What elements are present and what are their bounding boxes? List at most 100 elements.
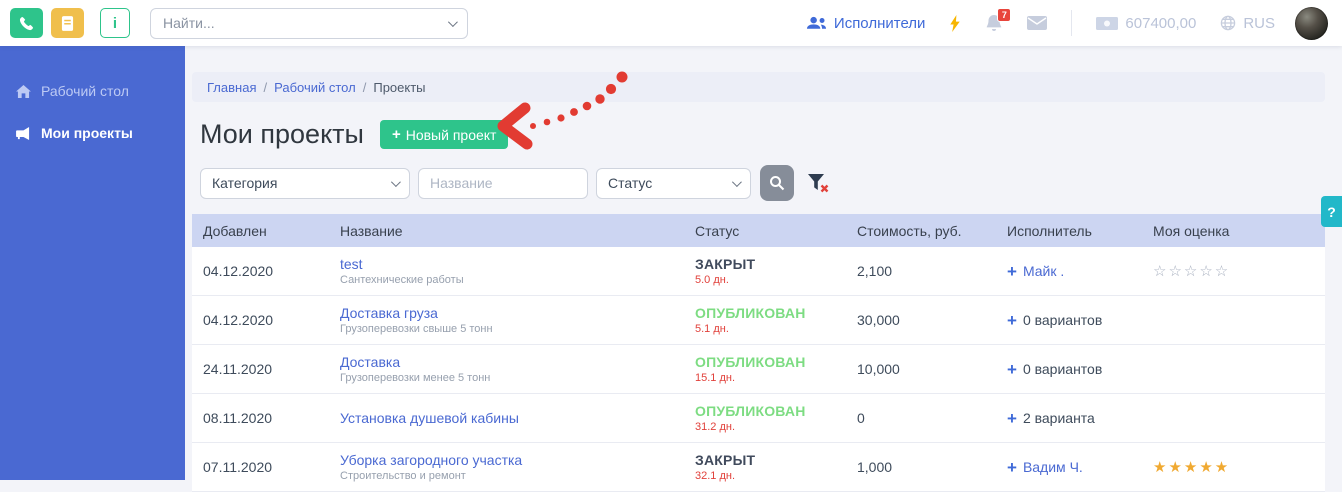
project-link[interactable]: test [340, 256, 363, 272]
sidebar-item-my-projects[interactable]: Мои проекты [0, 112, 185, 154]
executor-variants[interactable]: 2 варианта [1022, 410, 1095, 426]
executor-link[interactable]: Майк . [1022, 263, 1065, 279]
executor-link[interactable]: Вадим Ч. [1022, 459, 1083, 475]
project-category: Грузоперевозки менее 5 тонн [340, 372, 491, 384]
table-row: 08.11.2020 Установка душевой кабины ОПУБ… [192, 394, 1325, 443]
project-cost: 1,000 [857, 459, 893, 475]
clear-filters-button[interactable] [807, 173, 830, 193]
language-selector[interactable]: RUS [1220, 15, 1275, 32]
col-header-cost: Стоимость, руб. [857, 222, 962, 239]
filters-bar: Категория Статус [200, 165, 1342, 201]
breadcrumb-dashboard[interactable]: Рабочий стол [274, 79, 356, 95]
search-icon [769, 175, 785, 191]
executor-variants[interactable]: 0 вариантов [1022, 361, 1103, 377]
col-header-status: Статус [695, 222, 740, 239]
messages-button[interactable] [1027, 16, 1048, 30]
name-filter-input[interactable] [418, 167, 588, 199]
project-date: 04.12.2020 [203, 312, 274, 328]
add-executor-icon[interactable]: + [1007, 359, 1017, 379]
col-header-added: Добавлен [203, 222, 267, 239]
phone-button[interactable] [10, 8, 43, 38]
project-status-cell: ОПУБЛИКОВАН 31.2 дн. [695, 403, 857, 433]
filter-remove-icon [807, 173, 830, 193]
project-link[interactable]: Уборка загородного участка [340, 452, 523, 468]
project-link[interactable]: Доставка [340, 354, 401, 370]
top-bar: i Найти... Исполнители 7 [0, 0, 1342, 46]
chevron-down-icon [447, 16, 458, 27]
boost-button[interactable] [949, 14, 961, 32]
topbar-right-group: Исполнители 7 607400,00 [782, 6, 1328, 40]
project-link[interactable]: Доставка груза [340, 305, 438, 321]
project-cost: 0 [857, 410, 865, 426]
projects-table: Добавлен Название Статус Стоимость, руб.… [192, 214, 1325, 492]
info-button[interactable]: i [100, 8, 130, 38]
add-executor-icon[interactable]: + [1007, 310, 1017, 330]
status-days: 31.2 дн. [695, 421, 736, 433]
executor-cell: + Майк . [1007, 263, 1153, 280]
topbar-divider [1071, 10, 1073, 36]
balance-display[interactable]: 607400,00 [1096, 15, 1196, 32]
status-days: 32.1 дн. [695, 470, 736, 482]
project-date: 04.12.2020 [203, 263, 274, 279]
breadcrumb-current: Проекты [373, 79, 426, 95]
project-name-cell: Уборка загородного участка Строительство… [340, 452, 695, 482]
executor-cell: + Вадим Ч. [1007, 459, 1153, 476]
add-executor-icon[interactable]: + [1007, 408, 1017, 428]
sidebar-item-label: Мои проекты [41, 125, 133, 141]
table-row: 04.12.2020 Доставка груза Грузоперевозки… [192, 296, 1325, 345]
rating-stars[interactable]: ☆☆☆☆☆ [1153, 263, 1231, 280]
breadcrumb-separator: / [362, 79, 367, 95]
status-days: 5.1 дн. [695, 323, 729, 335]
performers-label: Исполнители [833, 14, 926, 32]
lightning-icon [949, 14, 961, 32]
project-status-cell: ЗАКРЫТ 5.0 дн. [695, 256, 857, 286]
search-button[interactable] [760, 165, 794, 201]
help-button[interactable]: ? [1321, 196, 1342, 227]
project-cost: 10,000 [857, 361, 900, 377]
add-executor-icon[interactable]: + [1007, 457, 1017, 477]
breadcrumb-home[interactable]: Главная [207, 79, 257, 95]
notifications-button[interactable]: 7 [985, 8, 1012, 32]
language-label: RUS [1243, 14, 1275, 32]
status-days: 15.1 дн. [695, 372, 736, 384]
project-link[interactable]: Установка душевой кабины [340, 410, 519, 426]
add-executor-icon[interactable]: + [1007, 261, 1017, 281]
plus-icon: + [391, 126, 401, 143]
chevron-down-icon [390, 176, 401, 187]
executor-variants[interactable]: 0 вариантов [1022, 312, 1103, 328]
megaphone-icon [16, 126, 31, 140]
sidebar-item-dashboard[interactable]: Рабочий стол [0, 70, 185, 112]
project-name-cell: Доставка груза Грузоперевозки свыше 5 то… [340, 305, 695, 335]
executor-cell: + 0 вариантов [1007, 312, 1153, 329]
status-badge: ОПУБЛИКОВАН [695, 305, 806, 321]
col-header-name: Название [340, 222, 403, 239]
col-header-executor: Исполнитель [1007, 222, 1092, 239]
search-placeholder: Найти... [163, 15, 215, 31]
status-badge: ЗАКРЫТ [695, 256, 756, 272]
balance-amount: 607400,00 [1125, 14, 1197, 32]
rating-stars[interactable]: ★★★★★ [1153, 459, 1231, 476]
project-name-cell: Установка душевой кабины [340, 410, 695, 426]
category-select[interactable]: Категория [200, 167, 410, 199]
status-badge: ЗАКРЫТ [695, 452, 756, 468]
status-select-value: Статус [608, 175, 653, 191]
performers-link[interactable]: Исполнители [806, 14, 926, 32]
banknote-icon [1096, 16, 1119, 30]
table-row: 04.12.2020 test Сантехнические работы ЗА… [192, 247, 1325, 296]
project-status-cell: ЗАКРЫТ 32.1 дн. [695, 452, 857, 482]
notifications-badge: 7 [997, 8, 1012, 22]
envelope-icon [1027, 16, 1048, 30]
new-project-label: Новый проект [405, 126, 497, 143]
status-select[interactable]: Статус [596, 167, 751, 199]
breadcrumb-separator: / [263, 79, 268, 95]
contacts-button[interactable] [51, 8, 84, 38]
project-date: 07.11.2020 [203, 459, 273, 475]
global-search-select[interactable]: Найти... [150, 7, 468, 39]
table-header-row: Добавлен Название Статус Стоимость, руб.… [192, 214, 1325, 247]
new-project-button[interactable]: + Новый проект [379, 120, 509, 149]
user-avatar[interactable] [1295, 6, 1328, 40]
project-date: 24.11.2020 [203, 361, 273, 377]
breadcrumb: Главная / Рабочий стол / Проекты [192, 72, 1325, 102]
project-status-cell: ОПУБЛИКОВАН 15.1 дн. [695, 354, 857, 384]
